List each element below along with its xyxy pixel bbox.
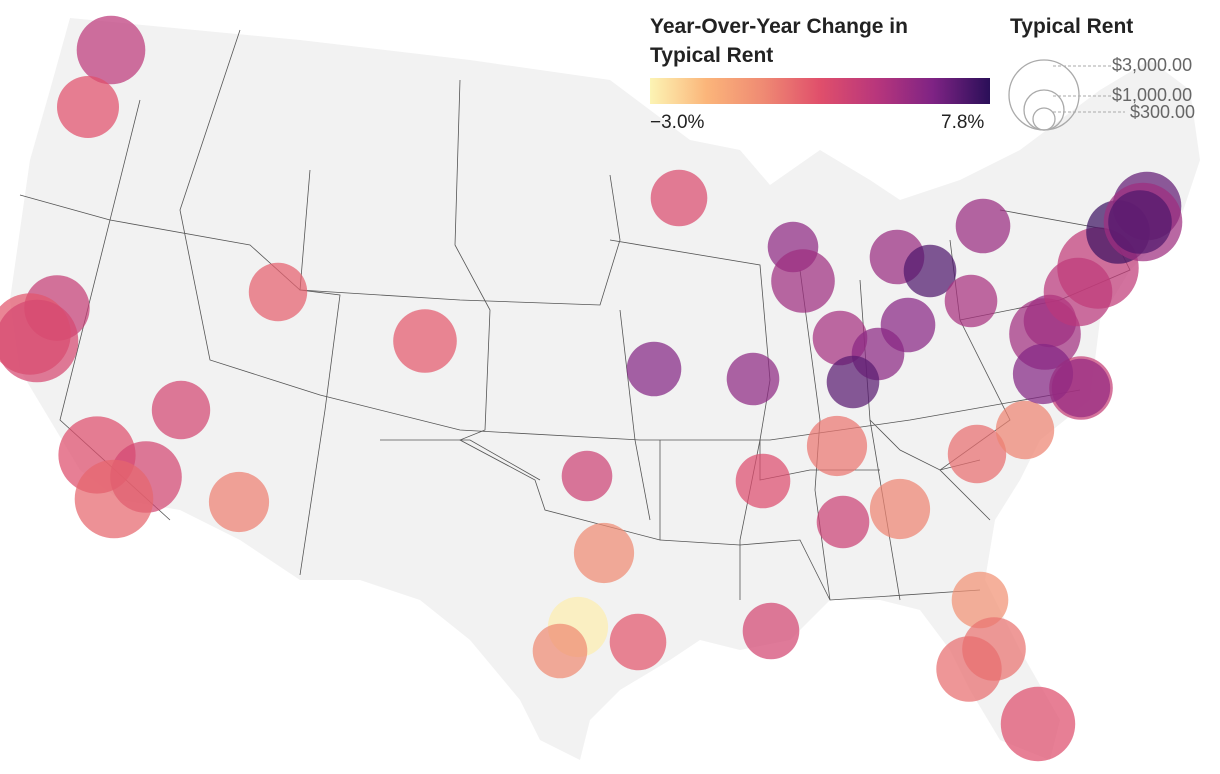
bubble-nashville[interactable] [806,415,868,477]
bubble-portland[interactable] [57,76,119,138]
bubble-san-antonio[interactable] [532,623,588,679]
city-bubbles [0,15,1183,762]
bubble-new-orleans[interactable] [742,602,800,660]
bubble-denver[interactable] [393,309,457,373]
bubble-phoenix[interactable] [208,471,270,533]
size-label-small: $300.00 [1130,102,1196,122]
bubble-detroit[interactable] [955,198,1011,254]
bubble-memphis[interactable] [735,453,791,509]
size-legend-title: Typical Rent [1010,15,1134,38]
size-legend-circle-small [1032,107,1056,131]
bubble-fresno[interactable] [151,380,211,440]
color-min-label: −3.0% [650,112,705,133]
bubble-salt-lake-city[interactable] [248,262,308,322]
size-legend-circles [1008,59,1125,131]
bubble-houston[interactable] [609,613,667,671]
bubble-san-jose[interactable] [0,299,79,383]
color-gradient-bar [650,78,990,104]
bubble-st-louis[interactable] [726,352,780,406]
bubble-charlotte[interactable] [947,424,1007,484]
size-label-large: $3,000.00 [1112,55,1193,75]
bubble-san-diego[interactable] [74,459,154,539]
bubble-cleveland[interactable] [903,244,957,298]
bubble-miami[interactable] [1000,686,1076,762]
bubble-birmingham[interactable] [816,495,870,549]
bubble-dallas[interactable] [573,522,635,584]
bubble-atlanta[interactable] [869,478,931,540]
bubble-virginia-beach[interactable] [1051,358,1111,418]
color-max-label: 7.8% [941,112,985,133]
color-legend-title-line1: Year-Over-Year Change in [650,15,908,38]
bubble-boston-core[interactable] [1108,190,1172,254]
bubble-seattle[interactable] [76,15,146,85]
bubble-raleigh[interactable] [995,400,1055,460]
bubble-tampa[interactable] [936,636,1002,702]
bubble-jacksonville[interactable] [951,571,1009,629]
bubble-kansas-city[interactable] [626,341,682,397]
size-legend-circle-large [1008,59,1080,131]
color-legend-title: Year-Over-Year Change in Typical Rent [650,12,908,70]
color-legend-title-line2: Typical Rent [650,44,774,67]
bubble-oklahoma-city[interactable] [561,450,613,502]
bubble-cincinnati[interactable] [880,297,936,353]
bubble-chicago[interactable] [771,249,835,313]
bubble-minneapolis[interactable] [650,169,708,227]
bubble-kentucky-metro[interactable] [826,355,880,409]
bubble-pittsburgh[interactable] [944,274,998,328]
size-label-medium: $1,000.00 [1112,85,1193,105]
